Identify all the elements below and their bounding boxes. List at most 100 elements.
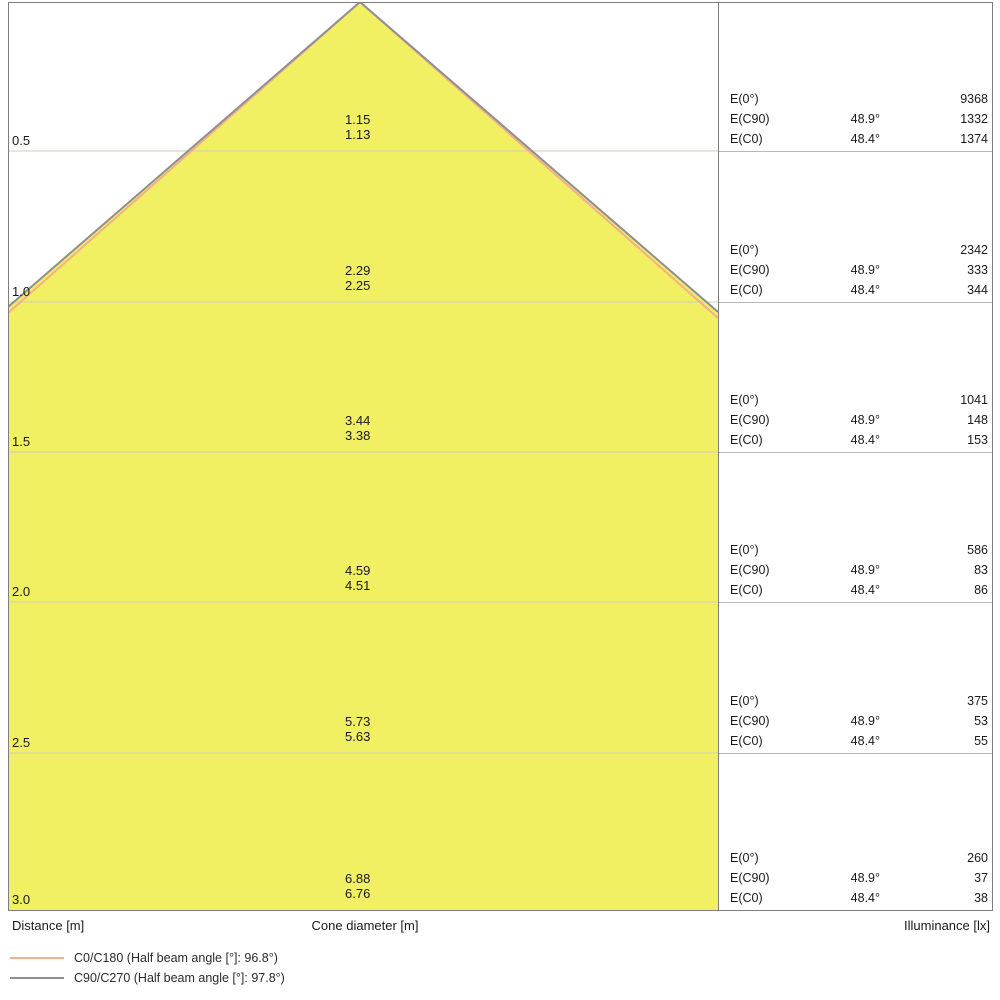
e-row: E(C0) 48.4° 55 (730, 734, 988, 751)
cone-diameter-c90: 1.15 (345, 112, 371, 127)
e0-value: 9368 (960, 92, 988, 106)
x-axis-label-cone-diameter: Cone diameter [m] (311, 918, 419, 933)
cone-diameter-c90: 4.59 (345, 563, 371, 578)
row-divider (719, 452, 993, 453)
legend-label-c90: C90/C270 (Half beam angle [°]: 97.8°) (74, 971, 285, 985)
ec0-angle: 48.4° (850, 132, 880, 146)
cone-diameter-values: 3.44 3.38 (345, 413, 370, 443)
e-row: E(C90) 48.9° 83 (730, 563, 988, 580)
ec0-label: E(C0) (730, 891, 763, 905)
distance-tick: 0.5 (12, 133, 31, 148)
c90-line-icon (10, 977, 64, 979)
grid-lines (8, 150, 718, 754)
e-row: E(C90) 48.9° 37 (730, 871, 988, 888)
e0-angle (830, 694, 880, 711)
ec90-label: E(C90) (730, 413, 770, 427)
ec90-angle: 48.9° (850, 263, 880, 277)
ec90-value: 1332 (960, 112, 988, 126)
distance-tick: 3.0 (12, 892, 31, 907)
e-row: E(C0) 48.4° 153 (730, 433, 988, 450)
e-row: E(0°) 586 (730, 543, 988, 560)
ec0-angle: 48.4° (850, 583, 880, 597)
ec90-angle: 48.9° (850, 563, 880, 577)
ec90-label: E(C90) (730, 714, 770, 728)
cone-diameter-values: 2.29 2.25 (345, 263, 370, 293)
ec0-label: E(C0) (730, 283, 763, 297)
c90-beam-lines (8, 2, 718, 313)
e0-label: E(0°) (730, 92, 759, 106)
cone-diameter-values: 1.15 1.13 (345, 112, 370, 142)
e0-value: 2342 (960, 243, 988, 257)
e-row: E(C90) 48.9° 1332 (730, 112, 988, 129)
ec0-label: E(C0) (730, 433, 763, 447)
e0-angle (830, 851, 880, 868)
ec90-value: 148 (967, 413, 988, 427)
row-divider (719, 753, 993, 754)
cone-diameter-values: 6.88 6.76 (345, 871, 370, 901)
c0-line-icon (10, 957, 64, 959)
e0-label: E(0°) (730, 543, 759, 557)
ec90-angle: 48.9° (850, 714, 880, 728)
row-divider (719, 151, 993, 152)
cone-diameter-c90: 6.88 (345, 871, 371, 886)
ec0-value: 55 (974, 734, 988, 748)
row-divider (719, 602, 993, 603)
distance-tick: 2.0 (12, 584, 31, 599)
ec90-value: 53 (974, 714, 988, 728)
e0-label: E(0°) (730, 851, 759, 865)
ec0-value: 1374 (960, 132, 988, 146)
cone-diameter-c90: 2.29 (345, 263, 371, 278)
legend-item-c90: C90/C270 (Half beam angle [°]: 97.8°) (10, 971, 285, 985)
ec0-value: 86 (974, 583, 988, 597)
ec0-angle: 48.4° (850, 283, 880, 297)
e-row: E(0°) 9368 (730, 92, 988, 109)
axis-label-illuminance: Illuminance [lx] (904, 918, 990, 933)
ec0-value: 344 (967, 283, 988, 297)
cone-diameter-c0: 2.25 (345, 278, 371, 293)
cone-diameter-values: 5.73 5.63 (345, 714, 370, 744)
e0-label: E(0°) (730, 393, 759, 407)
ec0-label: E(C0) (730, 583, 763, 597)
cone-plot (8, 2, 718, 910)
e-row: E(C0) 48.4° 1374 (730, 132, 988, 149)
distance-tick: 1.0 (12, 284, 31, 299)
e-row: E(0°) 260 (730, 851, 988, 868)
ec90-label: E(C90) (730, 263, 770, 277)
distance-tick: 1.5 (12, 434, 31, 449)
cone-diameter-c0: 6.76 (345, 886, 371, 901)
ec90-label: E(C90) (730, 871, 770, 885)
e-row: E(0°) 375 (730, 694, 988, 711)
e0-angle (830, 92, 880, 109)
cone-diameter-c0: 3.38 (345, 428, 371, 443)
distance-tick: 2.5 (12, 735, 31, 750)
ec90-value: 333 (967, 263, 988, 277)
ec90-angle: 48.9° (850, 871, 880, 885)
e-row: E(C90) 48.9° 53 (730, 714, 988, 731)
legend-label-c0: C0/C180 (Half beam angle [°]: 96.8°) (74, 951, 278, 965)
e-row: E(C90) 48.9° 148 (730, 413, 988, 430)
e-row: E(C0) 48.4° 344 (730, 283, 988, 300)
e-row: E(0°) 1041 (730, 393, 988, 410)
e0-value: 375 (967, 694, 988, 708)
ec0-angle: 48.4° (850, 891, 880, 905)
ec90-label: E(C90) (730, 112, 770, 126)
cone-diameter-c90: 3.44 (345, 413, 371, 428)
e-row: E(C90) 48.9° 333 (730, 263, 988, 280)
ec0-label: E(C0) (730, 734, 763, 748)
e0-label: E(0°) (730, 243, 759, 257)
e0-label: E(0°) (730, 694, 759, 708)
ec90-value: 83 (974, 563, 988, 577)
e-row: E(C0) 48.4° 38 (730, 891, 988, 908)
ec90-label: E(C90) (730, 563, 770, 577)
legend-item-c0: C0/C180 (Half beam angle [°]: 96.8°) (10, 951, 278, 965)
ec0-value: 38 (974, 891, 988, 905)
cone-fill (8, 2, 718, 910)
ec0-angle: 48.4° (850, 433, 880, 447)
table-divider (718, 2, 719, 911)
e-row: E(C0) 48.4° 86 (730, 583, 988, 600)
e0-angle (830, 243, 880, 260)
e-row: E(0°) 2342 (730, 243, 988, 260)
cone-diameter-values: 4.59 4.51 (345, 563, 370, 593)
cone-diameter-c0: 5.63 (345, 729, 371, 744)
